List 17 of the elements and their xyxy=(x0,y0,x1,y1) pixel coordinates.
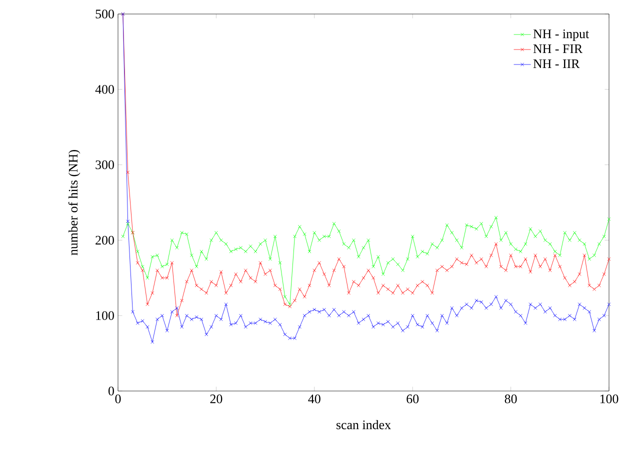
y-tick-label: 200 xyxy=(96,236,114,245)
y-tick-label: 500 xyxy=(96,10,114,18)
x-tick-label: 40 xyxy=(308,394,320,404)
x-axis-title: scan index xyxy=(336,420,391,430)
x-tick-label: 0 xyxy=(115,394,121,404)
y-axis-title: number of hits (NH) xyxy=(68,150,80,256)
x-tick-label: 100 xyxy=(600,394,618,404)
legend-label: NH - FIR xyxy=(533,44,583,54)
y-tick-label: 300 xyxy=(96,160,114,170)
legend-label: NH - input xyxy=(533,29,590,41)
y-tick-label: 0 xyxy=(108,386,114,396)
y-tick-label: 400 xyxy=(95,85,114,94)
legend-label: NH - IIR xyxy=(533,60,580,68)
x-tick-label: 60 xyxy=(406,394,419,404)
y-tick-label: 100 xyxy=(96,311,114,320)
x-tick-label: 20 xyxy=(210,394,222,404)
x-tick-label: 80 xyxy=(504,394,517,404)
